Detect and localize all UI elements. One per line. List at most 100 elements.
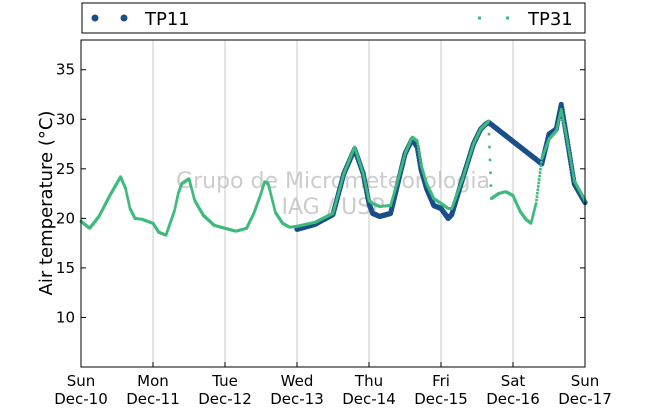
data-point-tp31 bbox=[391, 197, 394, 201]
x-tick-label-date: Dec-10 bbox=[54, 390, 108, 408]
data-point-tp31 bbox=[362, 176, 366, 180]
data-point-tp31 bbox=[557, 117, 561, 121]
plot-frame bbox=[80, 39, 586, 368]
data-point-tp31 bbox=[363, 178, 366, 182]
data-point-tp31 bbox=[272, 203, 275, 207]
axis-ticks bbox=[80, 69, 586, 367]
data-point-tp31 bbox=[400, 166, 403, 169]
data-point-tp31 bbox=[419, 162, 423, 166]
data-point-tp31 bbox=[268, 187, 271, 191]
data-point-tp31 bbox=[402, 155, 406, 159]
data-point-tp31 bbox=[569, 161, 573, 164]
x-tick-label-date: Dec-12 bbox=[198, 390, 252, 408]
data-point-tp31 bbox=[396, 179, 400, 183]
data-point-tp31 bbox=[556, 121, 560, 125]
data-point-tp31 bbox=[271, 200, 274, 203]
data-point-tp31 bbox=[397, 174, 401, 177]
data-point-tp31 bbox=[536, 188, 540, 192]
data-point-tp31 bbox=[415, 139, 419, 143]
legend-frame bbox=[81, 2, 586, 34]
data-point-tp31 bbox=[396, 177, 400, 181]
data-point-tp31 bbox=[365, 186, 368, 190]
data-point-tp31 bbox=[560, 110, 563, 113]
x-tick-label-date: Dec-17 bbox=[558, 390, 612, 408]
data-point-tp31 bbox=[393, 188, 397, 192]
data-point-tp31 bbox=[570, 163, 573, 167]
x-tick-label-date: Dec-13 bbox=[270, 390, 324, 408]
data-point-tp31 bbox=[535, 198, 538, 202]
data-point-tp31 bbox=[167, 226, 170, 229]
data-point-tp31 bbox=[401, 161, 405, 164]
data-point-tp31 bbox=[128, 205, 131, 208]
data-point-tp31 bbox=[560, 112, 564, 116]
data-point-tp31 bbox=[270, 196, 274, 200]
data-point-tp31 bbox=[392, 191, 396, 195]
data-point-tp31 bbox=[174, 204, 177, 208]
data-point-tp31 bbox=[559, 108, 563, 111]
data-point-tp31 bbox=[419, 164, 423, 167]
x-tick-label-date: Dec-14 bbox=[342, 390, 396, 408]
data-point-tp31 bbox=[169, 220, 172, 224]
data-point-tp31 bbox=[261, 184, 265, 188]
data-point-tp31 bbox=[398, 171, 402, 174]
data-point-tp31 bbox=[172, 210, 176, 214]
data-point-tp31 bbox=[532, 211, 536, 214]
data-point-tp31 bbox=[175, 198, 179, 202]
data-point-tp31 bbox=[418, 156, 422, 160]
data-point-tp31 bbox=[188, 180, 192, 184]
data-point-tp31 bbox=[424, 179, 428, 182]
data-point-tp31 bbox=[259, 192, 263, 195]
legend-label-tp11: TP11 bbox=[144, 9, 190, 30]
data-point-tp31 bbox=[423, 174, 426, 178]
data-point-tp31 bbox=[572, 176, 576, 180]
data-point-tp31 bbox=[356, 156, 360, 160]
data-point-tp31 bbox=[359, 165, 363, 169]
data-point-tp31 bbox=[360, 168, 364, 171]
data-point-tp31 bbox=[531, 213, 535, 216]
data-point-tp31 bbox=[390, 201, 393, 204]
data-point-tp31 bbox=[559, 112, 562, 115]
data-point-tp31 bbox=[337, 192, 340, 195]
data-point-tp31 bbox=[558, 115, 561, 119]
data-point-tp31 bbox=[192, 195, 196, 199]
y-tick-label: 25 bbox=[56, 160, 75, 178]
data-point-tp31 bbox=[365, 188, 369, 192]
data-point-tp31 bbox=[395, 184, 398, 187]
data-point-tp31 bbox=[365, 190, 369, 194]
data-point-tp31 bbox=[487, 119, 490, 123]
data-point-tp31 bbox=[331, 212, 335, 215]
data-point-tp31 bbox=[563, 124, 566, 127]
data-point-tp31 bbox=[531, 216, 534, 220]
data-point-tp31 bbox=[174, 202, 178, 206]
data-point-tp31 bbox=[268, 189, 272, 193]
data-point-tp31 bbox=[175, 200, 178, 204]
data-point-tp31 bbox=[535, 195, 539, 198]
data-point-tp31 bbox=[270, 198, 274, 202]
data-point-tp31 bbox=[417, 148, 420, 151]
data-point-tp31 bbox=[563, 128, 567, 132]
y-tick-label: 35 bbox=[56, 61, 75, 79]
data-point-tp31 bbox=[420, 165, 424, 169]
data-point-tp31 bbox=[565, 135, 568, 139]
data-point-tp31 bbox=[171, 215, 174, 219]
data-point-tp31 bbox=[421, 168, 424, 172]
data-point-tp31 bbox=[536, 185, 540, 188]
data-point-tp31 bbox=[338, 185, 342, 189]
data-point-tp31 bbox=[336, 195, 339, 199]
data-point-tp31 bbox=[401, 159, 405, 162]
data-point-tp31 bbox=[562, 119, 565, 123]
data-point-tp31 bbox=[556, 123, 559, 127]
data-point-tp31 bbox=[530, 220, 533, 223]
data-point-tp31 bbox=[260, 189, 264, 192]
data-point-tp31 bbox=[125, 191, 128, 194]
data-point-tp31 bbox=[126, 197, 130, 200]
data-point-tp31 bbox=[125, 193, 129, 196]
data-point-tp31 bbox=[333, 205, 337, 209]
legend: TP11 TP31 bbox=[81, 2, 586, 34]
data-point-tp31 bbox=[191, 192, 195, 196]
data-point-tp31 bbox=[170, 216, 174, 220]
data-point-tp31 bbox=[400, 164, 404, 167]
data-point-tp31 bbox=[354, 148, 357, 152]
data-point-tp31 bbox=[167, 224, 171, 228]
data-point-tp31 bbox=[554, 129, 558, 133]
